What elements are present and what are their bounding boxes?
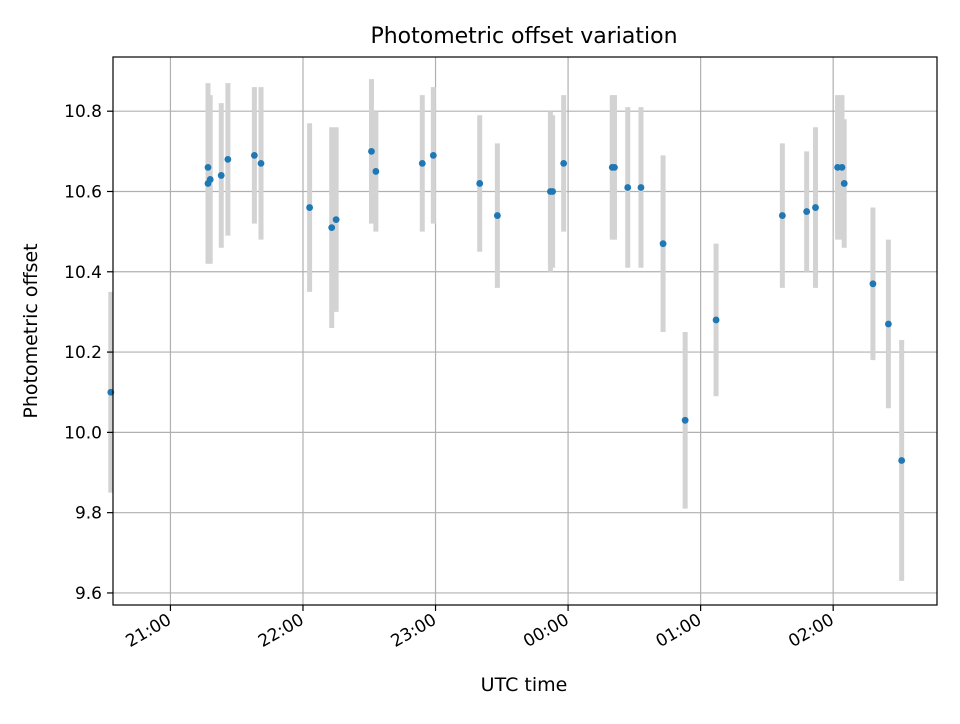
data-point: [549, 188, 557, 195]
data-point: [681, 416, 689, 424]
data-point: [257, 159, 265, 167]
y-tick-label: 10.4: [64, 263, 102, 283]
data-point: [624, 184, 632, 191]
y-tick-label: 10.8: [64, 102, 102, 122]
x-tick-label: 02:00: [785, 610, 837, 652]
data-point: [328, 224, 336, 232]
chart-title: Photometric offset variation: [370, 24, 677, 49]
data-point: [884, 320, 892, 328]
data-point: [560, 159, 568, 167]
data-point: [838, 164, 846, 171]
data-point: [476, 180, 484, 187]
data-point: [306, 204, 314, 211]
y-tick-label: 9.8: [75, 504, 102, 524]
data-point: [803, 208, 811, 215]
data-point: [204, 164, 212, 171]
x-axis: 21:00 22:00 23:00 00:00 01:00 02:00: [123, 605, 838, 652]
x-axis-label: UTC time: [481, 674, 568, 696]
x-tick-label: 23:00: [388, 610, 440, 652]
data-point: [368, 147, 375, 155]
grid-layer: [113, 57, 937, 605]
x-tick-label: 21:00: [123, 610, 175, 652]
data-point: [418, 159, 426, 167]
x-tick-label: 01:00: [653, 610, 705, 652]
y-tick-label: 10.6: [64, 182, 102, 202]
data-point: [659, 240, 667, 248]
x-tick-label: 22:00: [255, 610, 307, 652]
data-point: [611, 164, 618, 171]
data-point: [493, 212, 501, 219]
data-point: [217, 172, 225, 179]
data-point: [812, 204, 819, 211]
data-point: [778, 212, 786, 219]
data-point: [250, 151, 258, 159]
data-point: [712, 316, 720, 324]
data-point: [898, 457, 906, 464]
data-point: [206, 176, 214, 183]
data-point: [429, 151, 437, 159]
y-tick-label: 9.6: [75, 584, 102, 604]
y-tick-label: 10.2: [64, 343, 102, 363]
data-point: [840, 180, 848, 187]
data-point: [224, 155, 232, 163]
x-tick-label: 00:00: [520, 610, 572, 652]
y-axis: 9.6 9.8 10.0 10.2 10.4 10.6 10.8: [64, 102, 113, 604]
y-tick-label: 10.0: [64, 423, 102, 443]
plot-frame: [112, 56, 938, 606]
data-point: [332, 216, 340, 223]
data-point: [637, 184, 645, 191]
data-point: [869, 280, 877, 288]
error-bar-layer: [108, 79, 905, 581]
data-point: [372, 168, 380, 175]
y-axis-label: Photometric offset: [20, 243, 42, 418]
